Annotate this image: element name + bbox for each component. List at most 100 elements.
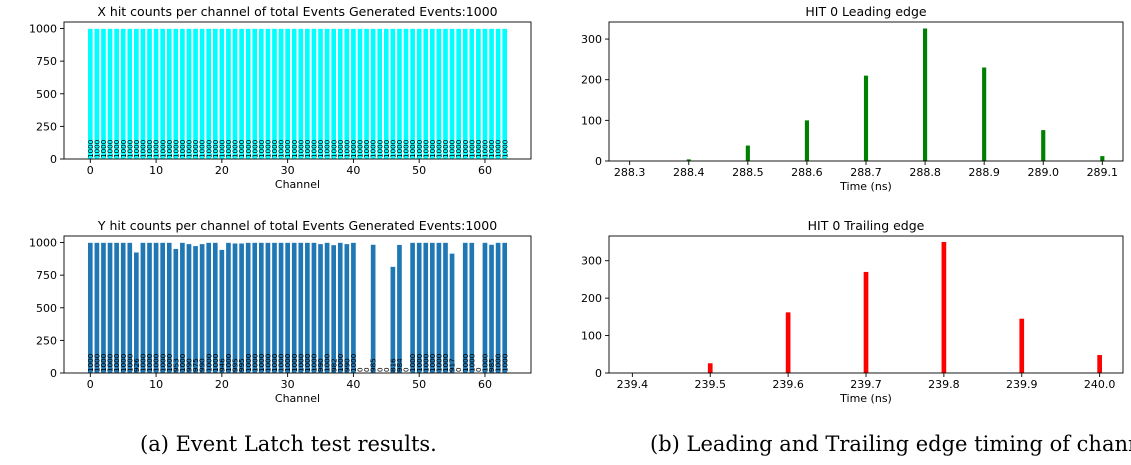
bar-data-label: 1000: [231, 139, 240, 158]
bar-data-label: 1000: [92, 353, 101, 372]
bar: [113, 242, 120, 374]
x-tick-label: 30: [281, 378, 295, 391]
bar: [284, 28, 291, 160]
bar-data-label: 1000: [112, 139, 121, 158]
x-tick-label: 0: [87, 164, 94, 177]
x-tick-label: 288.9: [968, 166, 1000, 179]
bar: [409, 242, 416, 374]
bar-data-label: 1000: [454, 139, 463, 158]
bar: [396, 28, 403, 160]
bar-data-label: 1000: [481, 139, 490, 158]
bar: [113, 28, 120, 160]
bar: [468, 28, 475, 160]
y-tick-label: 300: [581, 255, 602, 268]
bar-data-label: 1000: [349, 353, 358, 372]
bar-data-label: 984: [395, 358, 404, 372]
bar: [403, 28, 409, 160]
bar: [186, 28, 192, 160]
y-tick-label: 250: [36, 334, 57, 347]
bar: [1041, 130, 1046, 161]
bar-data-label: 1000: [388, 139, 397, 158]
x-tick-label: 239.4: [617, 378, 649, 391]
y-tick-label: 1000: [29, 237, 57, 250]
bar-data-label: 985: [369, 358, 378, 372]
bar: [297, 28, 304, 160]
bar-data-label: 1000: [329, 139, 338, 158]
caption-b: (b) Leading and Trailing edge timing of …: [650, 432, 1131, 456]
x-axis-label: Time (ns): [839, 180, 892, 193]
bar: [218, 28, 225, 160]
bar-data-label: 1000: [277, 139, 286, 158]
bar-data-label: 1000: [421, 353, 430, 372]
bar: [383, 28, 390, 160]
bar-data-label: 1000: [264, 139, 273, 158]
bar: [225, 28, 232, 160]
bar-data-label: 1000: [283, 139, 292, 158]
bar: [324, 28, 331, 160]
bar-data-label: 1000: [86, 353, 95, 372]
bar-data-label: 1000: [467, 139, 476, 158]
bar-data-label: 1000: [428, 353, 437, 372]
x-axis-label: Time (ns): [839, 392, 892, 405]
bar-data-label: 1000: [106, 353, 115, 372]
bar-data-label: 0: [454, 367, 463, 372]
bar: [923, 28, 928, 161]
bar-data-label: 1000: [152, 353, 161, 372]
chart-title: Y hit counts per channel of total Events…: [97, 218, 497, 233]
bar: [153, 242, 160, 374]
bar: [93, 28, 100, 160]
bar: [330, 28, 337, 160]
bar-data-label: 1000: [415, 139, 424, 158]
bar-data-label: 1000: [441, 353, 450, 372]
bar: [435, 28, 442, 160]
bar-data-label: 1000: [158, 139, 167, 158]
bar-data-label: 990: [198, 358, 207, 372]
bar: [166, 242, 173, 374]
bar: [1097, 355, 1102, 373]
bar-data-label: 1000: [435, 139, 444, 158]
bar: [179, 242, 186, 374]
bar-data-label: 1000: [402, 139, 411, 158]
bar: [146, 28, 153, 160]
x-tick-label: 239.8: [928, 378, 960, 391]
bar: [192, 28, 199, 160]
bar: [192, 245, 199, 374]
bar: [1019, 318, 1025, 373]
bar: [232, 242, 238, 374]
bar: [455, 28, 462, 160]
bar: [363, 28, 370, 160]
y-tick-label: 500: [36, 302, 57, 315]
bar: [133, 28, 140, 160]
chart-title: HIT 0 Trailing edge: [808, 218, 925, 233]
bar-data-label: 0: [474, 367, 483, 372]
bar-data-label: 1000: [99, 139, 108, 158]
bar: [416, 242, 423, 374]
x-tick-label: 239.6: [772, 378, 804, 391]
bar: [291, 28, 298, 160]
bar: [475, 28, 482, 160]
bar: [107, 242, 113, 374]
bar: [501, 28, 508, 160]
bar-data-label: 1000: [481, 353, 490, 372]
bar-data-label: 1000: [257, 139, 266, 158]
bar-data-label: 1000: [500, 139, 509, 158]
bar-data-label: 1000: [336, 139, 345, 158]
bar: [707, 363, 713, 373]
x-tick-label: 60: [478, 378, 492, 391]
bar-data-label: 990: [342, 358, 351, 372]
bar: [139, 242, 146, 374]
bar-data-label: 1000: [204, 139, 213, 158]
bar: [238, 242, 245, 374]
bar: [422, 28, 429, 160]
bar: [462, 28, 469, 160]
bar-data-label: 1000: [165, 139, 174, 158]
bar-data-label: 1000: [145, 139, 154, 158]
bar: [343, 243, 350, 374]
bar: [941, 241, 947, 373]
bar-data-label: 995: [231, 358, 240, 372]
bar-data-label: 1000: [119, 353, 128, 372]
bar-data-label: 1000: [185, 139, 194, 158]
x-tick-label: 50: [412, 164, 426, 177]
bar: [409, 28, 416, 160]
